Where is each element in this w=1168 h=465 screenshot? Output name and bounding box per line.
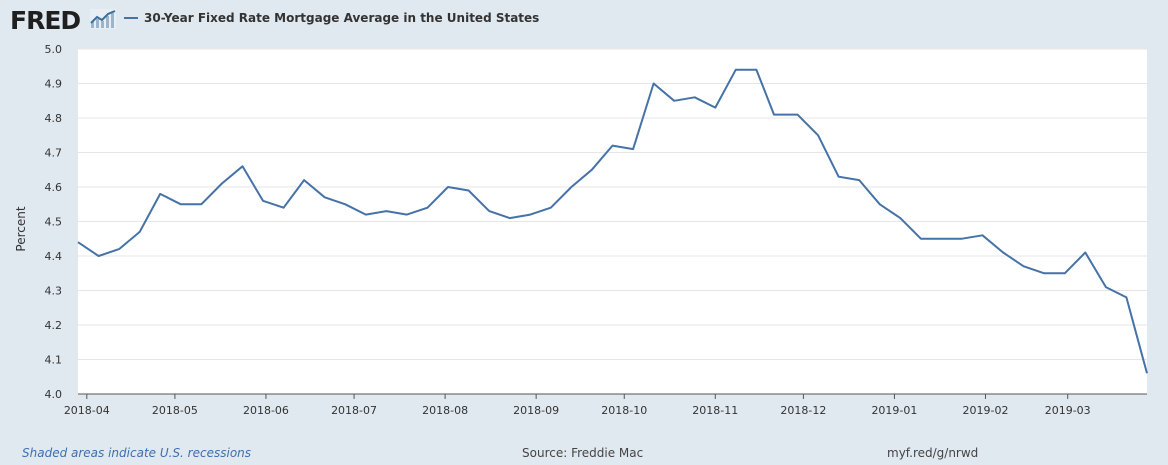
y-tick-label: 4.4 xyxy=(45,250,63,263)
y-tick-label: 4.5 xyxy=(45,216,63,229)
line-chart-icon xyxy=(90,9,116,29)
legend-swatch xyxy=(124,17,138,19)
x-tick-label: 2018-05 xyxy=(152,404,198,417)
y-tick-label: 4.3 xyxy=(45,285,63,298)
x-tick-label: 2018-12 xyxy=(780,404,826,417)
y-tick-label: 4.7 xyxy=(45,147,63,160)
recession-note: Shaded areas indicate U.S. recessions xyxy=(22,446,252,460)
x-tick-label: 2019-03 xyxy=(1045,404,1091,417)
x-tick-label: 2018-10 xyxy=(601,404,647,417)
series-line xyxy=(77,68,1148,374)
source-label: Source: Freddie Mac xyxy=(522,446,644,460)
y-tick-label: 5.0 xyxy=(45,43,63,56)
y-tick-label: 4.2 xyxy=(45,319,63,332)
x-tick-label: 2019-01 xyxy=(871,404,917,417)
x-tick-label: 2019-02 xyxy=(962,404,1008,417)
y-tick-label: 4.6 xyxy=(45,181,63,194)
x-tick-label: 2018-08 xyxy=(422,404,468,417)
fred-logo[interactable]: FRED xyxy=(10,6,81,35)
x-tick-label: 2018-04 xyxy=(64,404,110,417)
short-url-link[interactable]: myf.red/g/nrwd xyxy=(887,446,979,460)
y-tick-label: 4.1 xyxy=(45,354,63,367)
line-chart: 4.0 4.1 4.2 4.3 4.4 4.5 4.6 4.7 4.8 4.9 5.0 2018-04… xyxy=(45,43,1148,417)
x-tick-label: 2018-06 xyxy=(243,404,289,417)
chart-legend[interactable]: 30-Year Fixed Rate Mortgage Average in t… xyxy=(124,11,539,25)
legend-label: 30-Year Fixed Rate Mortgage Average in t… xyxy=(144,11,540,25)
x-tick-label: 2018-09 xyxy=(513,404,559,417)
y-tick-label: 4.0 xyxy=(45,388,63,401)
y-tick-label: 4.9 xyxy=(45,78,63,91)
x-tick-label: 2018-11 xyxy=(692,404,738,417)
x-tick-label: 2018-07 xyxy=(331,404,377,417)
y-tick-label: 4.8 xyxy=(45,112,63,125)
